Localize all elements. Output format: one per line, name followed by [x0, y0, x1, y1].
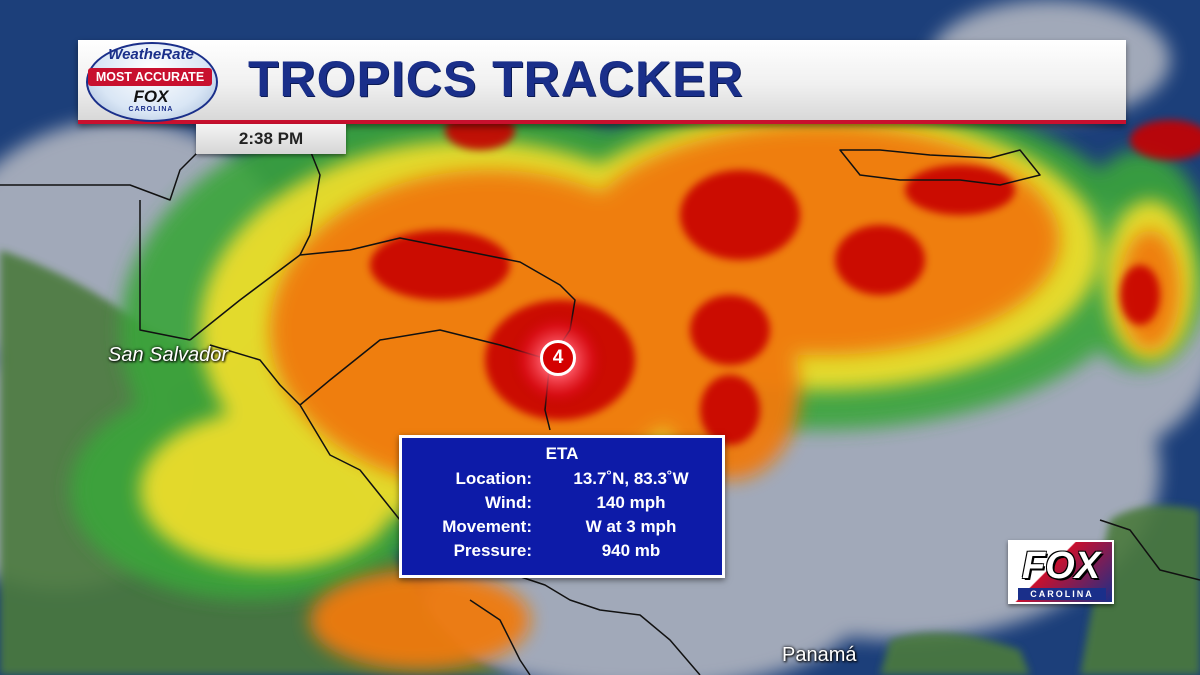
- fox-logo-word: FOX: [1021, 545, 1101, 587]
- info-row-pressure: Pressure: 940 mb: [402, 541, 722, 563]
- fox-logo-market: CAROLINA: [1018, 588, 1106, 600]
- page-title: TROPICS TRACKER: [248, 51, 744, 107]
- info-value: W at 3 mph: [585, 517, 677, 536]
- timestamp: 2:38 PM: [196, 124, 346, 154]
- info-value: 13.7˚N, 83.3˚W: [573, 469, 689, 488]
- weatherate-station: FOX: [133, 87, 169, 106]
- info-value: 140 mph: [596, 493, 666, 512]
- city-label-san-salvador: San Salvador: [108, 344, 229, 366]
- info-row-movement: Movement: W at 3 mph: [402, 517, 722, 539]
- info-label: Location:: [455, 469, 533, 488]
- header-banner: TROPICS TRACKER: [78, 40, 1126, 124]
- city-label-panama: Panamá: [782, 644, 857, 666]
- weatherate-logo: WeatheRate MOST ACCURATE FOX CAROLINA: [86, 42, 218, 122]
- weatherate-brand: WeatheRate: [108, 46, 194, 63]
- storm-name: ETA: [545, 444, 579, 463]
- info-row-wind: Wind: 140 mph: [402, 493, 722, 515]
- weatherate-market: CAROLINA: [128, 106, 174, 113]
- fox-carolina-logo: FOX CAROLINA: [1008, 540, 1114, 604]
- info-value: 940 mb: [601, 541, 661, 560]
- info-row-location: Location: 13.7˚N, 83.3˚W: [402, 469, 722, 491]
- weatherate-tagline: MOST ACCURATE: [88, 68, 212, 86]
- storm-info-box: ETA Location: 13.7˚N, 83.3˚W Wind: 140 m…: [399, 435, 725, 578]
- info-label: Pressure:: [453, 541, 532, 560]
- hurricane-category-marker: 4: [540, 340, 576, 376]
- info-label: Wind:: [484, 493, 532, 512]
- info-label: Movement:: [442, 517, 532, 536]
